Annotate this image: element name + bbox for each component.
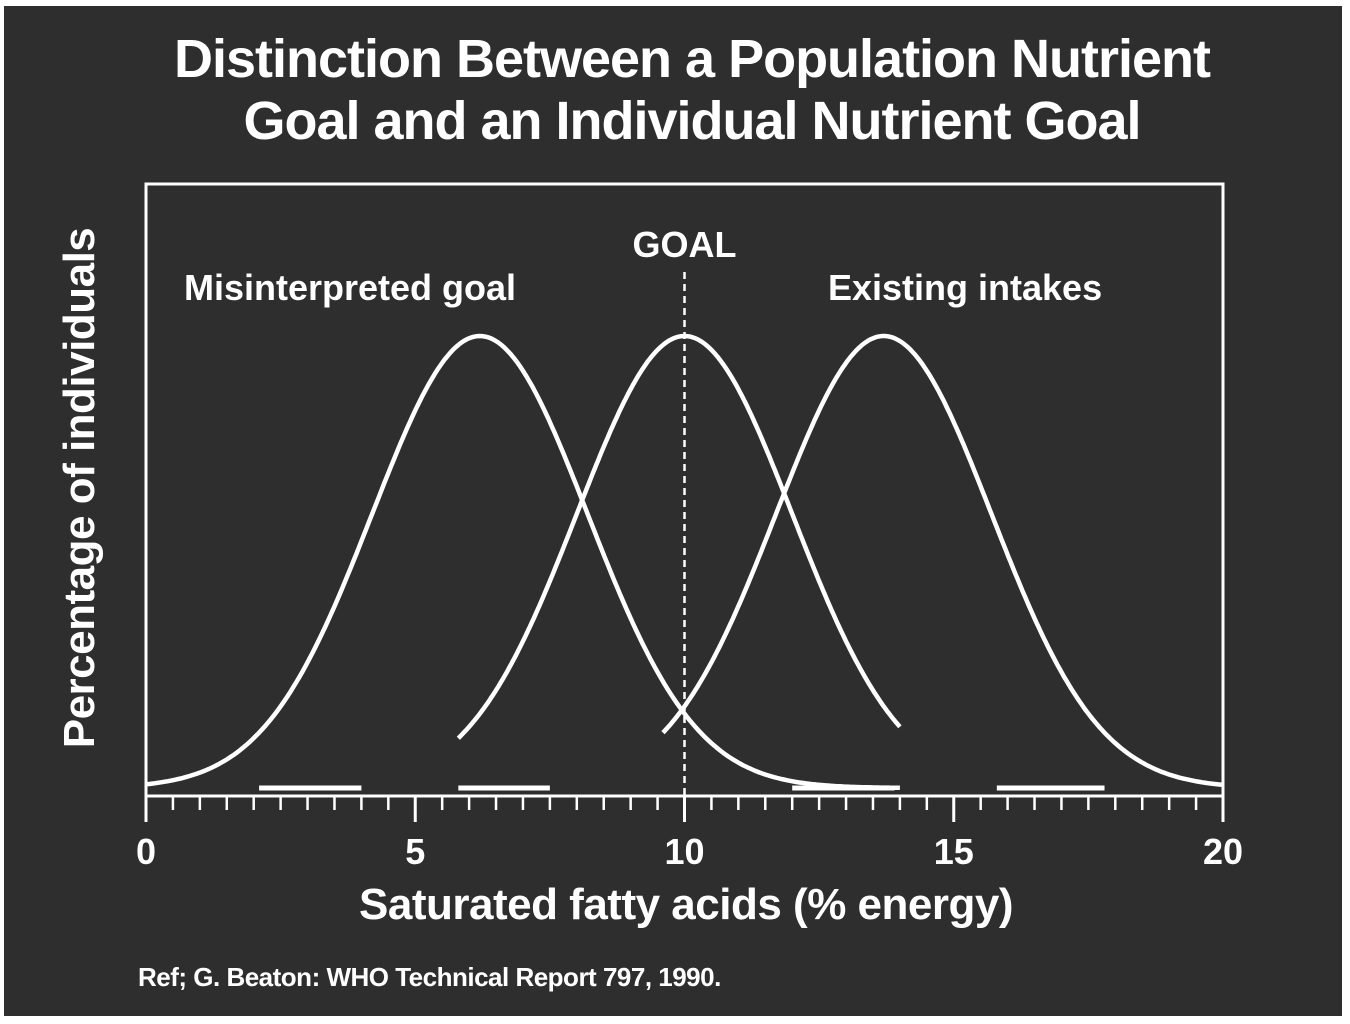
series-layer [145, 333, 1224, 791]
goal-label: GOAL [633, 224, 737, 265]
x-axis: 0 5 10 15 20 [136, 796, 1243, 872]
x-tick-label: 15 [934, 831, 974, 872]
series-curve-1 [145, 333, 900, 791]
slide-background [4, 6, 1342, 1016]
x-tick-label: 0 [136, 831, 156, 872]
series-curve-3 [661, 333, 1224, 788]
reference-citation: Ref; G. Beaton: WHO Technical Report 797… [138, 962, 721, 992]
series-curve-2 [456, 333, 902, 740]
chart-title-line-2: Goal and an Individual Nutrient Goal [243, 91, 1141, 151]
x-tick-label: 20 [1203, 831, 1243, 872]
series-label-existing-intakes: Existing intakes [828, 267, 1102, 308]
x-tick-label: 10 [664, 831, 704, 872]
series-label-misinterpreted-goal: Misinterpreted goal [184, 267, 516, 308]
x-tick-label: 5 [405, 831, 425, 872]
x-axis-label: Saturated fatty acids (% energy) [359, 880, 1013, 929]
y-axis-label: Percentage of individuals [55, 227, 104, 749]
chart-title-line-1: Distinction Between a Population Nutrien… [173, 29, 1211, 89]
